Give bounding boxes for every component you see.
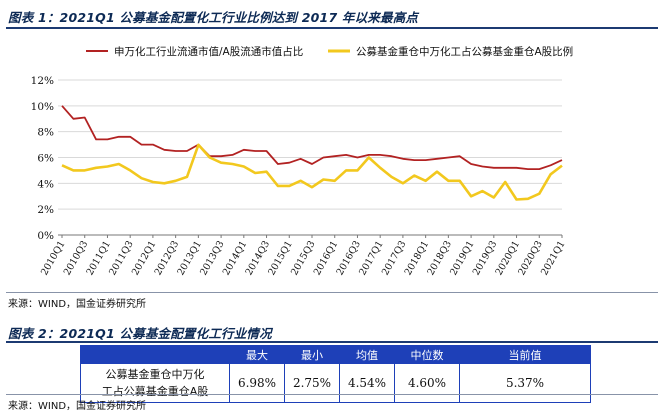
- figure1-title: 图表 1：2021Q1 公募基金配置化工行业比例达到 2017 年以来最高点: [8, 10, 419, 25]
- table-cell-max: 6.98%: [229, 363, 285, 403]
- table-row: 公募基金重仓中万化 工占公募基金重仓A股 6.98% 2.75% 4.54% 4…: [80, 363, 591, 403]
- figure1-bottom-rule: [6, 292, 658, 293]
- table-header-cell: 最大: [229, 345, 285, 364]
- chart-gridlines: [58, 79, 562, 236]
- row-label-line1: 公募基金重仓中万化: [105, 368, 205, 381]
- figure1-source: 来源：WIND，国金证券研究所: [8, 299, 147, 310]
- y-tick-label: 6%: [37, 153, 54, 165]
- y-tick-label: 8%: [37, 127, 54, 139]
- table-header-cell: 最小: [284, 345, 340, 364]
- figure2-title: 图表 2：2021Q1 公募基金配置化工行业情况: [8, 326, 272, 341]
- table-cell-mean: 4.54%: [339, 363, 395, 403]
- table-header-cell: 中位数: [394, 345, 460, 364]
- table-row-label: 公募基金重仓中万化 工占公募基金重仓A股: [80, 363, 230, 403]
- legend-label: 公募基金重仓中万化工占公募基金重仓A股比例: [356, 45, 573, 58]
- stats-table: 最大 最小 均值 中位数 当前值 公募基金重仓中万化 工占公募基金重仓A股 6.…: [80, 345, 591, 403]
- table-header-cell: 均值: [339, 345, 395, 364]
- series-line-fund-allocation: [61, 143, 563, 201]
- table-cell-current: 5.37%: [459, 363, 591, 403]
- figure2-source: 来源：WIND，国金证券研究所: [8, 401, 147, 412]
- y-tick-label: 10%: [31, 101, 54, 113]
- y-axis: 0% 2% 4% 6% 8% 10% 12%: [31, 75, 54, 242]
- y-tick-label: 2%: [37, 204, 54, 216]
- y-tick-label: 0%: [37, 230, 54, 242]
- table-header-cell: 当前值: [459, 345, 591, 364]
- figure1-top-rule: [6, 27, 658, 29]
- y-tick-label: 12%: [31, 75, 54, 87]
- chart-legend: 申万化工行业流通市值/A股流通市值占比 公募基金重仓中万化工占公募基金重仓A股比例: [86, 45, 573, 58]
- x-axis: 2010Q12010Q32011Q12011Q32012Q12012Q32013…: [39, 235, 568, 277]
- table-header-row: 最大 最小 均值 中位数 当前值: [80, 345, 591, 364]
- chart-series: [61, 105, 563, 201]
- table-header-cell: [80, 345, 230, 364]
- y-tick-label: 4%: [37, 178, 54, 190]
- series-line-market-cap-share: [61, 105, 563, 171]
- figure2-bottom-rule: [6, 394, 658, 395]
- table-cell-min: 2.75%: [284, 363, 340, 403]
- table-cell-median: 4.60%: [394, 363, 460, 403]
- line-chart: 申万化工行业流通市值/A股流通市值占比 公募基金重仓中万化工占公募基金重仓A股比例…: [31, 45, 574, 277]
- legend-label: 申万化工行业流通市值/A股流通市值占比: [114, 45, 303, 58]
- figure2-top-rule: [6, 341, 658, 343]
